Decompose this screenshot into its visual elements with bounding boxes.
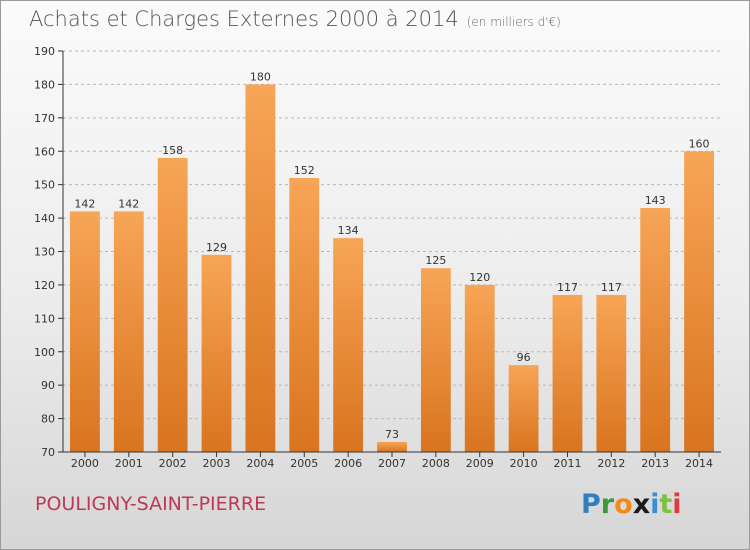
x-tick-label: 2008 [422, 457, 450, 470]
x-tick-label: 2002 [159, 457, 187, 470]
chart-title: Achats et Charges Externes 2000 à 2014 (e… [29, 7, 561, 31]
logo-letter: r [600, 489, 615, 520]
bar-value-label: 125 [425, 254, 446, 267]
chart-subtitle: (en milliers d'€) [466, 15, 561, 29]
x-tick-label: 2001 [115, 457, 143, 470]
bar-2009 [464, 284, 495, 452]
x-tick-label: 2013 [641, 457, 669, 470]
y-tick-label: 110 [34, 312, 55, 325]
bar-2004 [245, 84, 276, 453]
bar-value-label: 142 [118, 197, 139, 210]
logo-letter: i [650, 489, 660, 520]
y-tick-label: 120 [34, 279, 55, 292]
x-tick-label: 2000 [71, 457, 99, 470]
bar-2011 [552, 294, 583, 452]
x-tick-label: 2009 [466, 457, 494, 470]
x-tick-label: 2004 [246, 457, 274, 470]
bar-2006 [333, 238, 364, 452]
y-tick-label: 190 [34, 45, 55, 58]
x-tick-label: 2014 [685, 457, 713, 470]
bar-2002 [157, 157, 188, 452]
proxiti-logo: Proxiti [581, 489, 682, 520]
x-tick-label: 2011 [553, 457, 581, 470]
y-tick-label: 90 [41, 379, 55, 392]
bar-value-label: 117 [557, 281, 578, 294]
bar-2007 [377, 441, 407, 452]
x-tick-label: 2010 [510, 457, 538, 470]
y-tick-label: 140 [34, 212, 55, 225]
bar-value-label: 160 [689, 137, 710, 150]
bar-2003 [201, 254, 232, 452]
place-name: POULIGNY-SAINT-PIERRE [35, 493, 267, 515]
bar-value-label: 73 [385, 428, 399, 441]
bar-value-label: 120 [469, 271, 490, 284]
axis-layer: 70 80 90 100 110 120 130 140 150 160 170 180 190 2000… [34, 45, 721, 470]
bar-2012 [596, 294, 627, 452]
y-tick-label: 180 [34, 78, 55, 91]
x-tick-label: 2007 [378, 457, 406, 470]
bar-2000 [70, 211, 100, 452]
logo-letter: i [672, 489, 682, 520]
bar-value-label: 143 [645, 194, 666, 207]
y-tick-label: 100 [34, 346, 55, 359]
bar-2014 [684, 151, 714, 452]
bar-chart: 142 142 158 129 180 152 134 73 125 120 96 117 117 143… [34, 45, 721, 470]
chart-title-text: Achats et Charges Externes 2000 à 2014 [29, 7, 459, 31]
logo-letter: P [581, 489, 601, 520]
y-tick-label: 160 [34, 145, 55, 158]
logo-letter: t [659, 489, 673, 520]
bar-value-label: 96 [517, 351, 531, 364]
bar-value-label: 180 [250, 70, 271, 83]
x-tick-label: 2005 [290, 457, 318, 470]
x-tick-label: 2006 [334, 457, 362, 470]
bar-value-label: 158 [162, 144, 183, 157]
bar-value-label: 134 [338, 224, 359, 237]
bar-layer [70, 84, 714, 453]
bar-2001 [113, 211, 144, 452]
bar-value-label: 117 [601, 281, 622, 294]
bar-value-label: 142 [74, 197, 95, 210]
label-layer: 142 142 158 129 180 152 134 73 125 120 96 117 117 143… [74, 70, 709, 441]
bar-2013 [640, 208, 671, 452]
bar-2010 [508, 365, 539, 452]
y-tick-label: 70 [41, 446, 55, 459]
bar-value-label: 129 [206, 241, 227, 254]
bar-2005 [289, 177, 320, 452]
y-tick-label: 80 [41, 413, 55, 426]
x-tick-label: 2012 [597, 457, 625, 470]
bar-2008 [420, 268, 451, 452]
logo-letter: x [632, 489, 651, 520]
y-tick-label: 170 [34, 112, 55, 125]
y-tick-label: 130 [34, 246, 55, 259]
logo-letter: o [614, 489, 633, 520]
y-tick-label: 150 [34, 179, 55, 192]
x-tick-label: 2003 [203, 457, 231, 470]
bar-value-label: 152 [294, 164, 315, 177]
